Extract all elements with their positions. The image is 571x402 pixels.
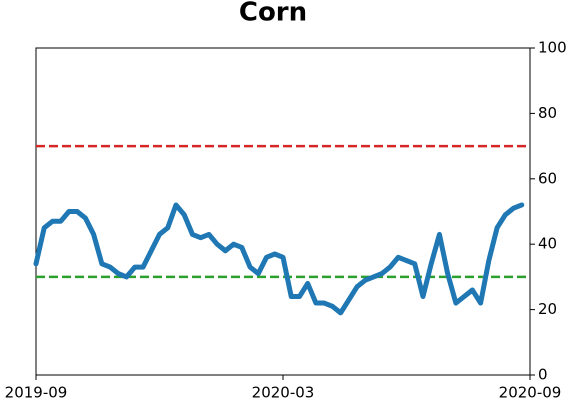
plot-frame (35, 47, 531, 376)
y-tick-label: 0 (538, 366, 548, 384)
y-tick-label: 80 (538, 104, 557, 122)
y-tick-label: 60 (538, 169, 557, 187)
y-tick-label: 20 (538, 300, 557, 318)
data-line (33, 202, 525, 316)
y-tick-label: 100 (538, 39, 567, 57)
y-tick-label: 40 (538, 235, 557, 253)
x-tick-label: 2020-03 (252, 384, 315, 402)
x-tick-label: 2020-09 (499, 384, 562, 402)
x-tick-label: 2019-09 (5, 384, 68, 402)
chart-title: Corn (239, 0, 307, 28)
